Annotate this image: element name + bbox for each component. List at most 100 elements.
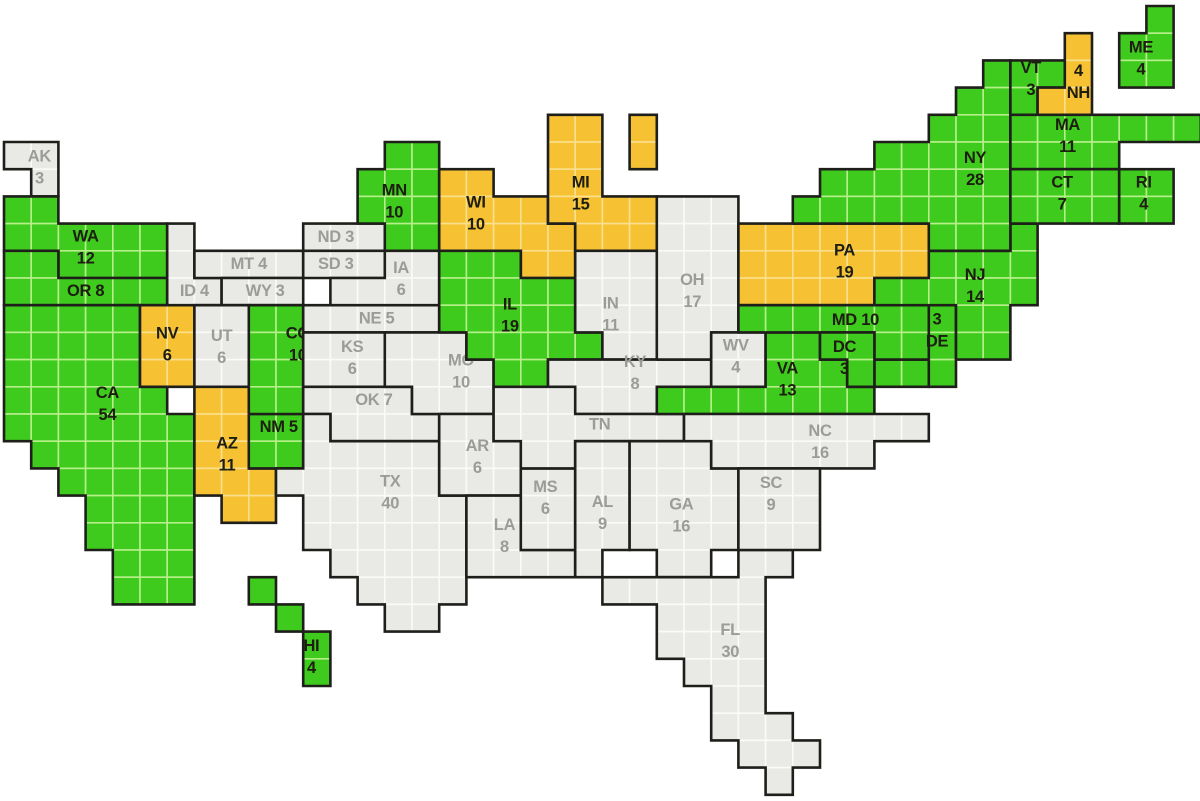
ev-square-GA <box>628 440 658 470</box>
ev-square-SD <box>356 250 386 279</box>
ev-square-TX <box>329 440 359 470</box>
state-label-WI: WI 10 <box>466 194 486 234</box>
state-WV: WV 4 <box>709 331 767 389</box>
ev-square-NC <box>683 413 713 443</box>
state-KY: KY 8 <box>546 353 713 416</box>
ev-square-CA <box>30 385 60 415</box>
ev-square-TX <box>438 521 468 551</box>
state-label-ND: ND 3 <box>318 228 355 246</box>
state-label-OK: OK 7 <box>355 391 392 409</box>
ev-square-CA <box>166 549 196 579</box>
state-RI: RI 4 <box>1117 167 1175 225</box>
ev-square-MD <box>873 331 903 361</box>
ev-square-MO <box>383 331 413 361</box>
ev-square-AR <box>438 413 468 443</box>
ev-square-PA <box>764 277 794 307</box>
ev-square-PA <box>819 222 849 252</box>
ev-square-TN <box>519 385 549 415</box>
state-SD: SD 3 <box>301 249 387 280</box>
ev-square-NY <box>819 195 849 225</box>
state-ND: ND 3 <box>301 222 387 253</box>
ev-square-CA <box>112 576 141 606</box>
ev-square-TX <box>356 440 386 470</box>
ev-square-FL <box>710 685 740 715</box>
state-label-NV: NV 6 <box>156 324 179 364</box>
ev-square-MA <box>1118 114 1148 143</box>
ev-square-NY <box>955 86 985 116</box>
ev-square-MN <box>411 195 441 225</box>
state-label-NM: NM 5 <box>260 418 298 436</box>
ev-square-IN <box>601 304 631 334</box>
ev-square-CA <box>139 440 169 470</box>
ev-square-SC <box>737 467 767 497</box>
ev-square-WA <box>112 222 141 252</box>
ev-square-GA <box>655 440 685 470</box>
ev-square-FL <box>655 576 685 606</box>
ev-square-NJ <box>927 277 957 307</box>
ev-square-IL <box>438 250 468 279</box>
state-IA: IA 6 <box>329 249 441 307</box>
state-label-HI: HI 4 <box>303 637 319 677</box>
ev-square-OK <box>411 413 441 443</box>
ev-square-IN <box>628 250 658 279</box>
ev-square-NJ <box>982 331 1012 361</box>
state-CO: CO 10 <box>247 303 311 416</box>
ev-square-WI <box>547 250 577 279</box>
ev-square-LA <box>465 521 495 551</box>
ev-square-MS <box>547 521 577 551</box>
state-TX: TX 40 <box>274 412 468 633</box>
ev-square-IL <box>519 331 549 361</box>
ev-square-MN <box>356 195 386 225</box>
state-label-AL: AL 9 <box>592 493 614 533</box>
ev-square-AL <box>574 549 604 579</box>
ev-square-VA <box>683 385 713 415</box>
ev-square-MD <box>764 304 794 334</box>
state-border-IA <box>329 249 441 307</box>
ev-square-TN <box>655 413 685 443</box>
ev-square-CA <box>112 521 141 551</box>
ev-square-MA <box>1145 114 1175 143</box>
state-border-RI <box>1117 167 1175 225</box>
ev-square-WY <box>248 277 277 307</box>
ev-square-OK <box>302 385 332 415</box>
ev-square-MA <box>1091 141 1121 171</box>
ev-square-ID <box>166 222 196 252</box>
ev-square-VA <box>846 385 876 415</box>
state-NY: NY 28 <box>791 59 1012 253</box>
ev-square-MI <box>574 114 604 143</box>
state-IN: IN 11 <box>573 249 659 361</box>
ev-square-NH <box>1036 86 1066 116</box>
ev-square-SC <box>764 521 794 551</box>
state-FL: FL 30 <box>601 548 822 797</box>
state-DC: DC 3 <box>818 331 876 389</box>
ev-square-WA <box>3 222 33 252</box>
state-border-HI <box>247 575 332 688</box>
ev-square-IL <box>492 358 522 388</box>
ev-square-HI <box>275 603 305 633</box>
ev-square-WI <box>492 222 522 252</box>
ev-square-RI <box>1145 195 1175 225</box>
ev-square-AL <box>601 440 631 470</box>
ev-square-TX <box>438 549 468 579</box>
ev-square-IA <box>411 250 441 279</box>
ev-square-MS <box>547 494 577 524</box>
state-CT: CT 7 <box>1009 167 1121 225</box>
ev-square-NY <box>873 168 903 198</box>
ev-square-AZ <box>248 467 277 497</box>
ev-square-LA <box>519 549 549 579</box>
ev-square-CA <box>3 331 33 361</box>
state-label-LA: LA 8 <box>494 516 516 556</box>
ev-square-AZ <box>193 467 223 497</box>
ev-square-VA <box>791 385 821 415</box>
ev-square-VA <box>791 331 821 361</box>
ev-square-WI <box>465 168 495 198</box>
ev-square-CA <box>30 304 60 334</box>
state-label-MA: MA 11 <box>1055 116 1080 156</box>
ev-square-WA <box>30 195 60 225</box>
ev-square-WI <box>438 195 468 225</box>
ev-square-NY <box>927 195 957 225</box>
ev-square-SC <box>737 521 767 551</box>
ev-square-TX <box>329 467 359 497</box>
ev-square-NY <box>819 168 849 198</box>
ev-square-CA <box>112 413 141 443</box>
